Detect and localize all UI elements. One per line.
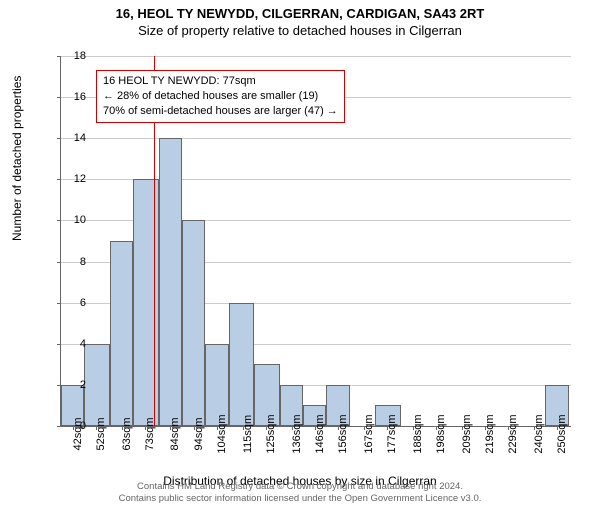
annotation-line: ← 28% of detached houses are smaller (19…: [103, 89, 338, 104]
footer-attribution: Contains HM Land Registry data © Crown c…: [0, 481, 600, 504]
y-tick-label: 8: [61, 256, 86, 268]
chart-title-sub: Size of property relative to detached ho…: [0, 23, 600, 38]
x-tick-label: 84sqm: [169, 417, 181, 450]
annotation-box: 16 HEOL TY NEWYDD: 77sqm← 28% of detache…: [96, 70, 345, 123]
x-tick-label: 115sqm: [242, 415, 254, 453]
annotation-line: 16 HEOL TY NEWYDD: 77sqm: [103, 74, 338, 89]
chart-title-main: 16, HEOL TY NEWYDD, CILGERRAN, CARDIGAN,…: [0, 6, 600, 21]
footer-line-2: Contains public sector information licen…: [0, 493, 600, 504]
footer-line-1: Contains HM Land Registry data © Crown c…: [0, 481, 600, 492]
histogram-bar: [110, 241, 133, 426]
annotation-line: 70% of semi-detached houses are larger (…: [103, 104, 338, 119]
x-tick-label: 188sqm: [412, 414, 424, 453]
y-tick-label: 2: [61, 379, 86, 391]
x-tick-label: 229sqm: [507, 414, 519, 453]
x-tick-label: 250sqm: [556, 414, 568, 453]
x-tick-label: 167sqm: [363, 414, 375, 453]
x-tick-label: 177sqm: [386, 414, 398, 453]
grid-line: [61, 56, 571, 57]
x-tick-label: 104sqm: [216, 414, 228, 453]
x-tick-label: 94sqm: [193, 417, 205, 450]
chart-container: 16, HEOL TY NEWYDD, CILGERRAN, CARDIGAN,…: [0, 6, 600, 506]
x-tick-label: 125sqm: [265, 414, 277, 453]
plot-area: 16 HEOL TY NEWYDD: 77sqm← 28% of detache…: [60, 56, 571, 427]
histogram-bar: [182, 220, 205, 426]
x-tick-label: 63sqm: [121, 417, 133, 450]
x-tick-label: 42sqm: [72, 417, 84, 450]
y-tick-label: 14: [61, 132, 86, 144]
x-tick-label: 240sqm: [533, 414, 545, 453]
y-tick-label: 4: [61, 338, 86, 350]
histogram-bar: [159, 138, 182, 426]
x-tick-label: 156sqm: [337, 414, 349, 453]
y-tick-label: 10: [61, 214, 86, 226]
x-tick-label: 73sqm: [144, 417, 156, 450]
histogram-bar: [84, 344, 110, 426]
y-tick-label: 6: [61, 297, 86, 309]
x-tick-label: 219sqm: [484, 414, 496, 453]
x-tick-label: 209sqm: [461, 414, 473, 453]
x-tick-label: 146sqm: [314, 414, 326, 453]
histogram-bar: [229, 303, 255, 426]
x-tick-label: 52sqm: [95, 417, 107, 450]
y-axis-label: Number of detached properties: [10, 76, 24, 241]
x-tick-label: 198sqm: [435, 414, 447, 453]
y-tick-label: 12: [61, 173, 86, 185]
grid-line: [61, 138, 571, 139]
x-tick-label: 136sqm: [291, 414, 303, 453]
y-tick-label: 16: [61, 91, 86, 103]
y-tick-label: 18: [61, 50, 86, 62]
